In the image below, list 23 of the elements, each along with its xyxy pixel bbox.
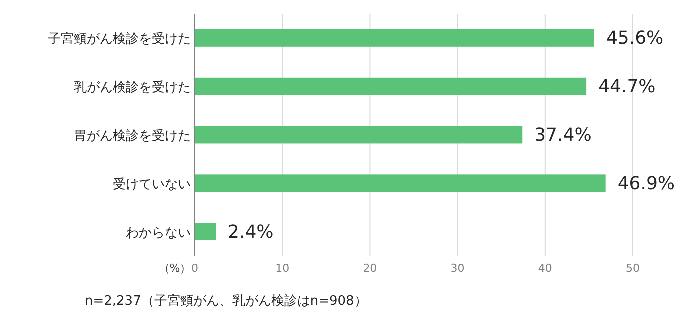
x-tick-label: 20 xyxy=(363,262,378,275)
y-tick-label: 胃がん検診を受けた xyxy=(74,129,191,144)
x-tick-label: 40 xyxy=(538,262,552,275)
bar xyxy=(195,78,587,96)
text: n=2,237（子宮頸がん、乳がん検診はn=908） xyxy=(85,293,368,309)
data-label: 46.9% xyxy=(618,173,676,194)
bar xyxy=(195,29,594,47)
x-tick-label: 10 xyxy=(276,262,290,275)
data-label: 45.6% xyxy=(606,28,664,50)
x-tick-label: 50 xyxy=(626,262,640,275)
data-label: 44.7% xyxy=(598,76,656,98)
bar xyxy=(195,223,216,241)
y-tick-label: わからない xyxy=(126,226,191,241)
x-axis-title: （%） xyxy=(158,262,192,275)
data-label: 37.4% xyxy=(534,125,592,146)
x-tick-label: 30 xyxy=(450,262,465,275)
y-tick-label: 受けていない xyxy=(113,177,191,192)
bar xyxy=(195,126,523,144)
y-tick-label: 子宮頸がん検診を受けた xyxy=(48,31,191,48)
x-tick-label: 0 xyxy=(192,262,198,275)
data-label: 2.4% xyxy=(228,222,274,243)
y-tick-label: 乳がん検診を受けた xyxy=(74,80,191,96)
bar xyxy=(195,174,606,192)
